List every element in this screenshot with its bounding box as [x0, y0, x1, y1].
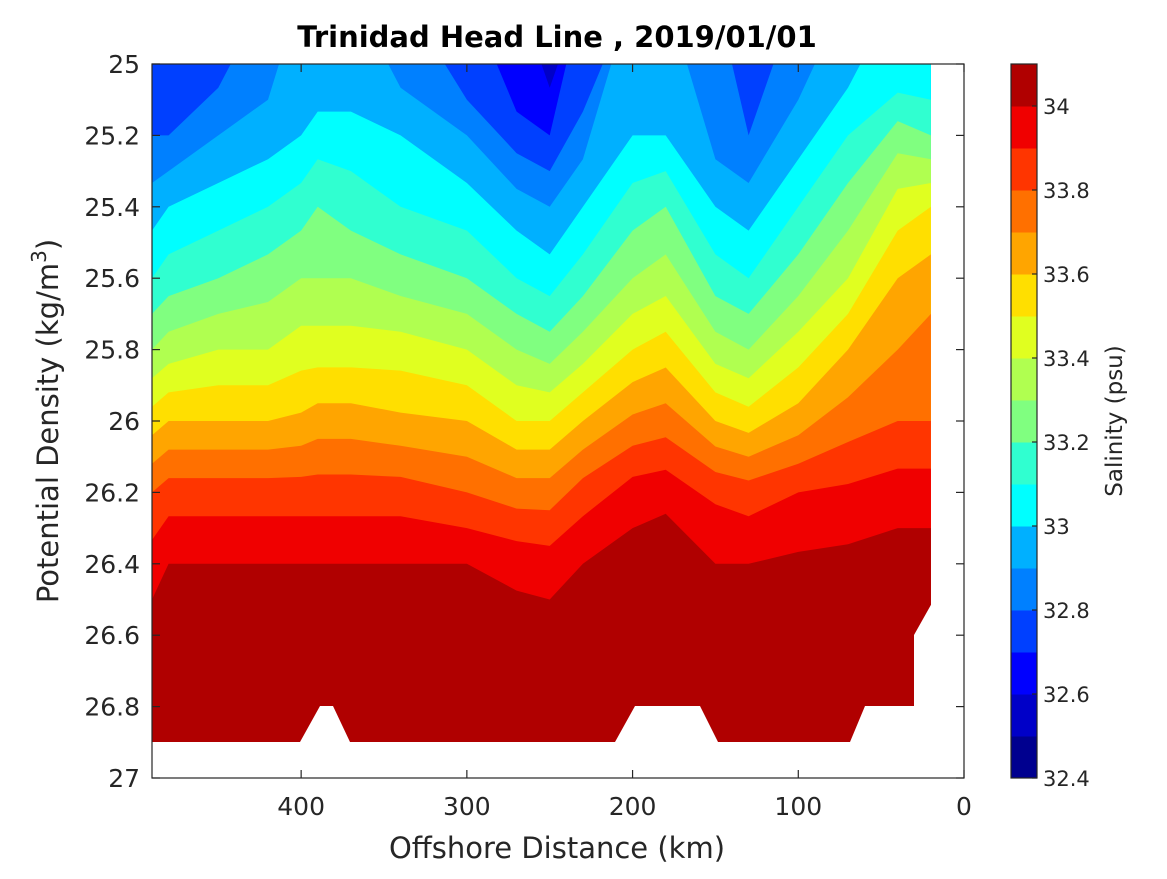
x-axis-label: Offshore Distance (km): [389, 831, 725, 865]
y-tick-label: 25.4: [84, 193, 140, 222]
x-tick-label: 400: [277, 792, 325, 821]
y-axis-label-close: ): [31, 239, 65, 250]
y-tick-label: 26.8: [84, 693, 140, 722]
y-tick-label: 26.4: [84, 550, 140, 579]
x-tick-label: 300: [443, 792, 491, 821]
colorbar-tick-label: 33.4: [1043, 347, 1090, 371]
y-tick-label: 25.6: [84, 264, 140, 293]
y-tick-label: 25.2: [84, 121, 140, 150]
colorbar: 32.4 32.6 32.8 33 33.2 33.4 33.6 33.8 34: [1010, 63, 1090, 791]
contour-band: [152, 513, 931, 778]
colorbar-tick-label: 33: [1043, 515, 1070, 539]
colorbar-tick-label: 33.6: [1043, 263, 1090, 287]
colorbar-swatch: [1011, 442, 1037, 485]
colorbar-frame: [1010, 63, 1038, 779]
y-axis-label-superscript: 3: [27, 250, 51, 263]
colorbar-swatch: [1011, 526, 1037, 569]
x-axis: 400 300 200 100 0: [277, 64, 972, 821]
colorbar-swatch: [1011, 232, 1037, 275]
colorbar-tick-label: 32.6: [1043, 683, 1090, 707]
colorbar-tick-label: 32.4: [1043, 767, 1090, 791]
y-tick-label: 26.6: [84, 621, 140, 650]
x-tick-label: 100: [774, 792, 822, 821]
colorbar-swatch: [1011, 694, 1037, 737]
y-axis-label-main: Potential Density (kg/m: [31, 263, 65, 603]
y-tick-label: 25.8: [84, 336, 140, 365]
contour-bands: [152, 64, 931, 778]
x-tick-label: 0: [956, 792, 972, 821]
colorbar-tick-label: 33.8: [1043, 179, 1090, 203]
y-tick-label: 25: [108, 50, 140, 79]
colorbar-swatch: [1011, 610, 1037, 653]
colorbar-swatch: [1011, 190, 1037, 233]
colorbar-swatch: [1011, 652, 1037, 695]
colorbar-swatch: [1011, 400, 1037, 443]
y-tick-label: 26: [108, 407, 140, 436]
chart-title: Trinidad Head Line , 2019/01/01: [297, 20, 817, 54]
y-tick-label: 26.2: [84, 478, 140, 507]
colorbar-swatch: [1011, 64, 1037, 107]
colorbar-label: Salinity (psu): [1102, 345, 1128, 497]
no-data-mask: [152, 64, 964, 778]
colorbar-swatch: [1011, 106, 1037, 149]
colorbar-swatch: [1011, 736, 1037, 779]
y-axis: 25 25.2 25.4 25.6 25.8 26 26.2 26.4 26.6 26.8 27: [84, 50, 964, 793]
colorbar-tick-label: 34: [1043, 95, 1070, 119]
y-tick-label: 27: [108, 764, 140, 793]
colorbar-tick-label: 33.2: [1043, 431, 1090, 455]
colorbar-swatch: [1011, 148, 1037, 191]
colorbar-swatch: [1011, 274, 1037, 317]
x-tick-label: 200: [609, 792, 657, 821]
no-data-masks: [152, 64, 964, 778]
colorbar-swatch: [1011, 316, 1037, 359]
colorbar-swatch: [1011, 568, 1037, 611]
colorbar-swatch: [1011, 358, 1037, 401]
colorbar-swatch: [1011, 484, 1037, 527]
y-axis-label: Potential Density (kg/m3): [27, 239, 65, 603]
colorbar-tick-label: 32.8: [1043, 599, 1090, 623]
